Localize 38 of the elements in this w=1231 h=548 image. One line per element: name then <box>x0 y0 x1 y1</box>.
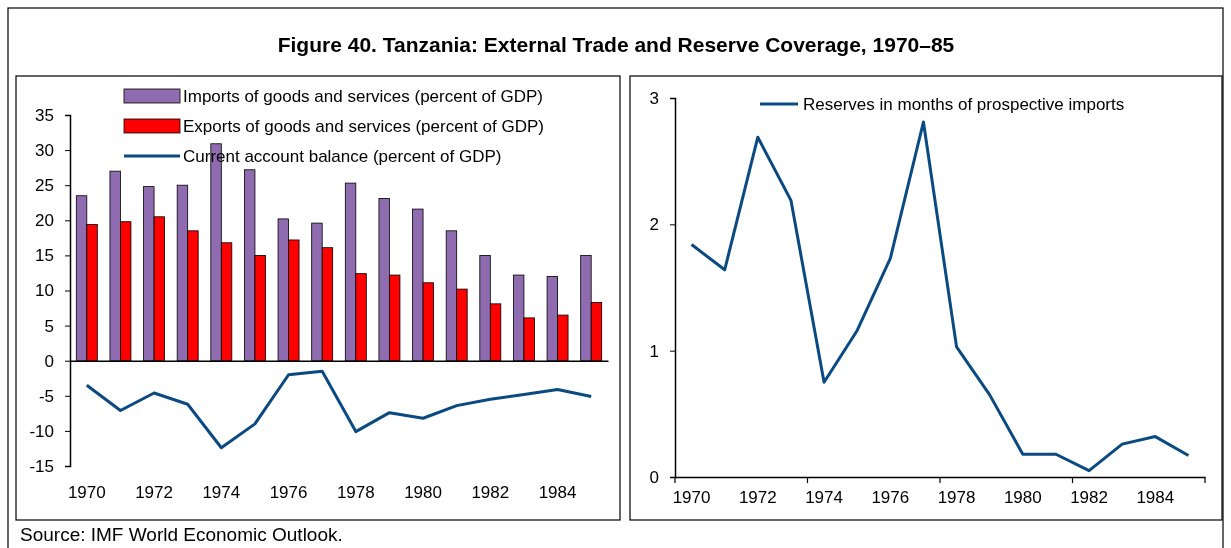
y-tick-label: 2 <box>649 215 659 235</box>
legend-label: Exports of goods and services (percent of GDP) <box>183 117 544 136</box>
x-tick-label: 1984 <box>538 483 577 502</box>
y-tick-label: 25 <box>35 176 54 196</box>
x-tick-label: 1978 <box>336 483 375 502</box>
y-tick-label: 1 <box>649 341 659 361</box>
x-tick-label: 1980 <box>1003 488 1042 507</box>
y-tick-label: 5 <box>44 316 54 336</box>
y-tick-label: -15 <box>29 456 54 476</box>
y-tick-label: 3 <box>649 88 659 108</box>
y-tick-label: 30 <box>35 141 54 161</box>
y-tick-label: -10 <box>29 421 54 441</box>
legend-label: Imports of goods and services (percent of GDP) <box>183 87 543 106</box>
x-tick-label: 1980 <box>404 483 442 502</box>
x-tick-label: 1984 <box>1136 488 1175 507</box>
x-tick-label: 1970 <box>67 483 106 502</box>
x-tick-label: 1972 <box>738 488 777 507</box>
y-tick-label: 0 <box>649 467 659 487</box>
y-tick-label: 15 <box>35 246 54 266</box>
line-series <box>85 369 593 450</box>
legend-label: Reserves in months of prospective imports <box>803 95 1125 114</box>
x-tick-label: 1976 <box>269 483 308 502</box>
chart-title: Figure 40. Tanzania: External Trade and Reserve Coverage, 1970–85 <box>277 33 955 56</box>
x-tick-label: 1978 <box>937 488 976 507</box>
y-tick-label: 0 <box>44 351 54 371</box>
x-tick-label: 1970 <box>672 488 711 507</box>
x-tick-label: 1976 <box>871 488 910 507</box>
x-tick-label: 1974 <box>202 483 241 502</box>
line-series <box>690 120 1190 473</box>
y-tick-label: 35 <box>35 105 54 125</box>
y-tick-label: -5 <box>38 386 54 406</box>
y-tick-label: 10 <box>35 281 54 301</box>
y-tick-label: 20 <box>35 211 54 231</box>
x-tick-label: 1982 <box>471 483 510 502</box>
source-note: Source: IMF World Economic Outlook. <box>20 524 343 545</box>
x-tick-label: 1974 <box>805 488 843 507</box>
x-tick-label: 1982 <box>1070 488 1108 507</box>
x-tick-label: 1972 <box>135 483 173 502</box>
